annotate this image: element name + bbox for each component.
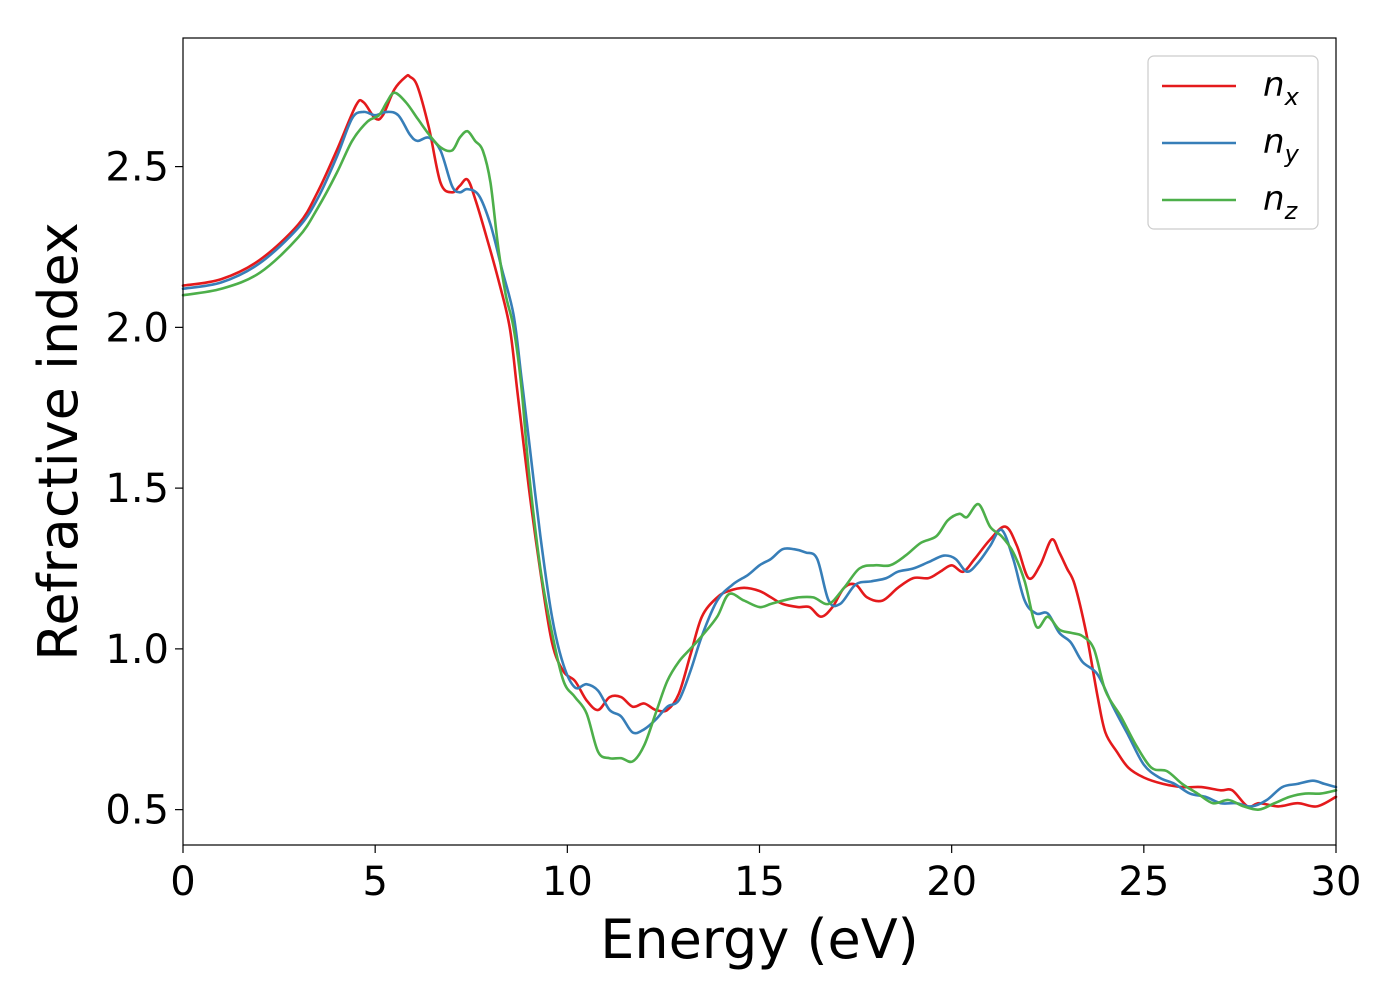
x-tick-label: 0 <box>170 859 195 905</box>
legend-label-ny: ny <box>1263 122 1300 168</box>
y-axis-label: Refractive index <box>27 222 90 661</box>
y-tick-label: 1.0 <box>105 627 169 673</box>
x-axis-ticks: 0 5 10 15 20 25 30 <box>170 845 1361 905</box>
x-axis-label: Energy (eV) <box>600 908 919 971</box>
x-tick-label: 20 <box>926 859 977 905</box>
x-tick-label: 30 <box>1311 859 1362 905</box>
series-line-nx <box>181 73 1338 809</box>
y-tick-label: 2.0 <box>105 305 169 351</box>
y-axis-ticks: 0.5 1.0 1.5 2.0 2.5 <box>105 145 183 834</box>
legend: nx ny nz <box>1147 55 1319 230</box>
x-tick-label: 15 <box>734 859 785 905</box>
legend-label-nz: nz <box>1263 179 1299 225</box>
y-tick-label: 0.5 <box>105 788 169 834</box>
x-tick-label: 10 <box>542 859 593 905</box>
legend-label-nx: nx <box>1263 65 1300 111</box>
series-line-nz <box>181 91 1338 811</box>
y-tick-label: 2.5 <box>105 145 169 191</box>
series-layer <box>181 73 1338 811</box>
y-tick-label: 1.5 <box>105 466 169 512</box>
x-tick-label: 25 <box>1118 859 1169 905</box>
series-line-ny <box>181 110 1338 808</box>
x-tick-label: 5 <box>362 859 387 905</box>
